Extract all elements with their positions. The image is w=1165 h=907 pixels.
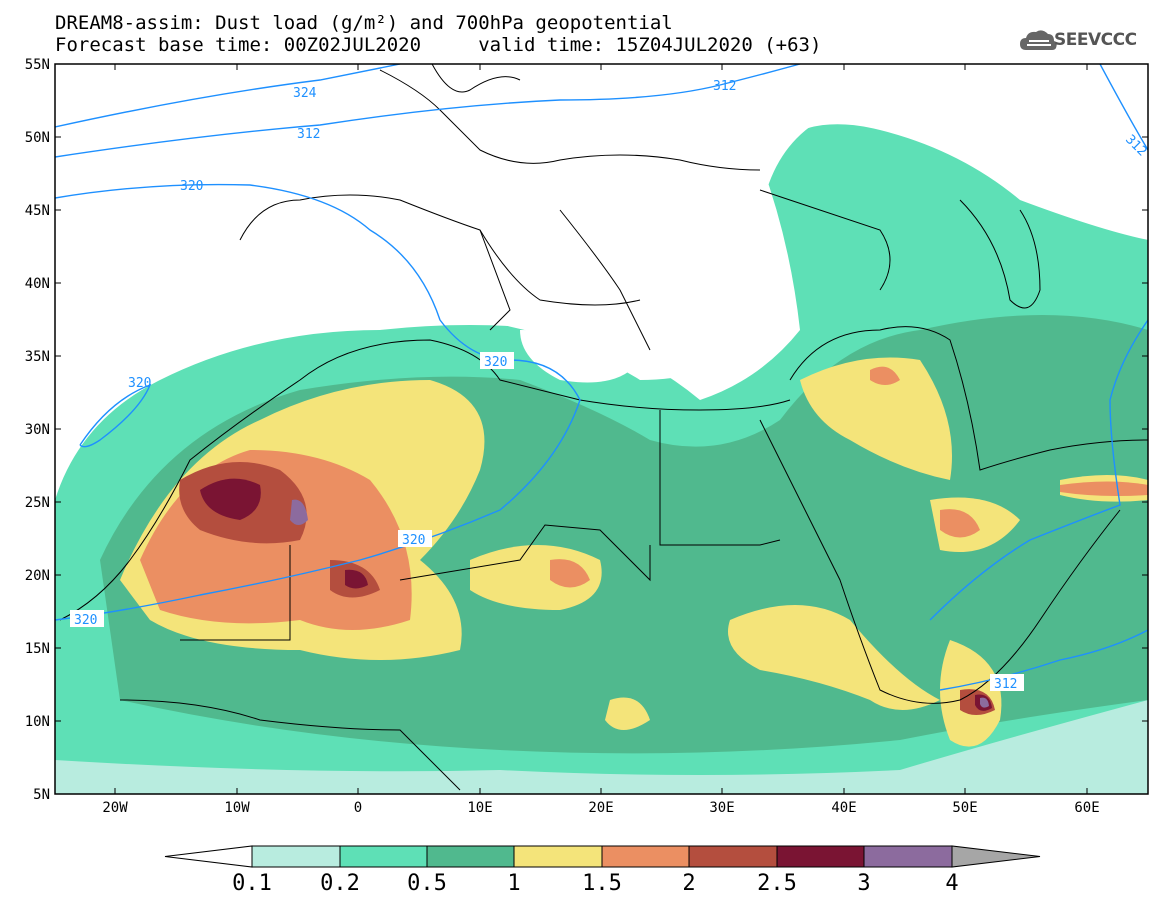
longitude-labels: 20W 10W 0 10E 20E 30E 40E 50E 60E — [102, 800, 1099, 816]
lon-label: 30E — [709, 800, 734, 816]
lat-label: 40N — [25, 276, 50, 292]
contour-label: 320 — [74, 613, 97, 628]
logo-text: SEEVCCC — [1054, 30, 1137, 50]
lon-label: 0 — [354, 800, 362, 816]
lat-label: 15N — [25, 641, 50, 657]
contour-label: 312 — [994, 677, 1017, 692]
lat-label: 10N — [25, 714, 50, 730]
colorbar-label: 1.5 — [582, 871, 622, 896]
lat-label: 20N — [25, 568, 50, 584]
colorbar-label: 2.5 — [757, 871, 797, 896]
contour-label: 320 — [484, 355, 507, 370]
lat-label: 45N — [25, 203, 50, 219]
dust-field — [55, 64, 1148, 794]
colorbar-swatch — [426, 845, 515, 868]
colorbar-label: 4 — [945, 871, 959, 896]
colorbar-swatch — [776, 845, 865, 868]
colorbar-swatch — [251, 845, 341, 868]
lon-label: 50E — [952, 800, 977, 816]
colorbar-label: 1 — [507, 871, 521, 896]
lat-label: 25N — [25, 495, 50, 511]
contour-label: 320 — [402, 533, 425, 548]
colorbar-label: 0.2 — [320, 871, 360, 896]
colorbar — [164, 845, 1041, 868]
lon-label: 60E — [1074, 800, 1099, 816]
lat-label: 30N — [25, 422, 50, 438]
map-title: DREAM8-assim: Dust load (g/m²) and 700hP… — [55, 12, 673, 34]
coastlines — [59, 64, 1148, 791]
contour-label-box: 312 — [990, 674, 1024, 692]
lat-label: 5N — [33, 787, 50, 803]
lon-label: 10E — [467, 800, 492, 816]
colorbar-swatch — [339, 845, 428, 868]
contour-label: 312 — [297, 127, 320, 142]
contour-label-box: 320 — [70, 610, 104, 628]
contour-label: 312 — [713, 79, 736, 94]
colorbar-label: 0.5 — [407, 871, 447, 896]
lat-label: 35N — [25, 349, 50, 365]
lon-label: 10W — [224, 800, 250, 816]
cloud-icon — [1020, 30, 1057, 50]
contour-label: 320 — [128, 376, 151, 391]
colorbar-swatch — [863, 845, 953, 868]
colorbar-swatch — [513, 845, 603, 868]
latitude-labels: 55N 50N 45N 40N 35N 30N 25N 20N 15N 10N … — [25, 57, 50, 803]
contour-label-box: 320 — [398, 530, 432, 548]
colorbar-swatch — [601, 845, 690, 868]
colorbar-high-arrow — [951, 845, 1041, 868]
colorbar-swatch — [688, 845, 778, 868]
lon-label: 40E — [831, 800, 856, 816]
map-subtitle: Forecast base time: 00Z02JUL2020 valid t… — [55, 34, 822, 56]
lat-label: 55N — [25, 57, 50, 73]
lat-label: 50N — [25, 130, 50, 146]
contour-label-box: 320 — [480, 352, 514, 370]
colorbar-label: 2 — [682, 871, 696, 896]
geopotential-contours — [55, 64, 1148, 691]
tick-marks — [55, 63, 1148, 794]
lon-label: 20W — [102, 800, 128, 816]
contour-labels: 324 312 320 320 320 320 320 312 312 312 — [70, 79, 1149, 692]
colorbar-low-arrow — [164, 845, 253, 868]
contour-label: 324 — [293, 86, 317, 101]
colorbar-label: 0.1 — [232, 871, 272, 896]
contour-label: 320 — [180, 179, 203, 194]
lon-label: 20E — [588, 800, 613, 816]
colorbar-label: 3 — [857, 871, 871, 896]
